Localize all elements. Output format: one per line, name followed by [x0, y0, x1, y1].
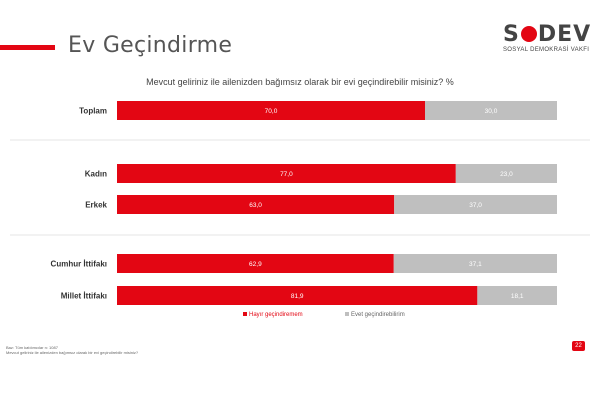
chart-title: Mevcut geliriniz ile ailenizden bağımsız…	[146, 77, 454, 87]
category-label: Cumhur İttifakı	[51, 260, 107, 269]
bar-segment-evet	[477, 286, 557, 305]
data-label: 62,9	[249, 261, 262, 268]
bar-segment-evet	[394, 195, 557, 214]
data-label: 30,0	[485, 108, 498, 115]
bar-segment-hayir	[117, 254, 394, 273]
bar-segment-evet	[393, 254, 557, 273]
page-title: Ev Geçindirme	[68, 33, 233, 58]
bar-segment-evet	[455, 164, 557, 183]
bar-segment-hayir	[117, 195, 395, 214]
footnote-question: Mevcut geliriniz ile ailenizden bağımsız…	[6, 350, 139, 355]
category-label: Erkek	[85, 201, 107, 210]
logo-wordmark: S DEV	[503, 22, 592, 47]
data-label: 70,0	[265, 108, 278, 115]
data-label: 37,0	[469, 202, 482, 209]
page-number-badge: 22	[572, 341, 585, 351]
bar-segment-hayir	[117, 164, 456, 183]
legend-label: Evet geçindirebilirim	[351, 312, 405, 318]
legend-label: Hayır geçindiremem	[249, 312, 303, 318]
logo-subtext: SOSYAL DEMOKRASİ VAKFI	[503, 47, 590, 53]
data-label: 23,0	[500, 171, 513, 178]
data-label: 81,9	[291, 293, 304, 300]
data-label: 18,1	[511, 293, 524, 300]
legend-swatch-evet	[345, 312, 349, 316]
header-accent-bar	[0, 45, 55, 50]
data-label: 77,0	[280, 171, 293, 178]
legend-swatch-hayir	[243, 312, 247, 316]
bar-segment-evet	[425, 101, 557, 120]
data-label: 37,1	[469, 261, 482, 268]
bar-segment-hayir	[117, 286, 478, 305]
data-label: 63,0	[249, 202, 262, 209]
category-label: Millet İttifakı	[61, 292, 107, 301]
footnote-base: Baz: Tüm katılımcılar n: 1087	[6, 345, 58, 350]
footnote: Baz: Tüm katılımcılar n: 1087 Mevcut gel…	[6, 345, 138, 355]
bar-segment-hayir	[117, 101, 425, 120]
category-label: Toplam	[79, 107, 107, 116]
category-label: Kadın	[85, 170, 107, 179]
sodev-logo: S DEV SOSYAL DEMOKRASİ VAKFI	[503, 24, 593, 54]
